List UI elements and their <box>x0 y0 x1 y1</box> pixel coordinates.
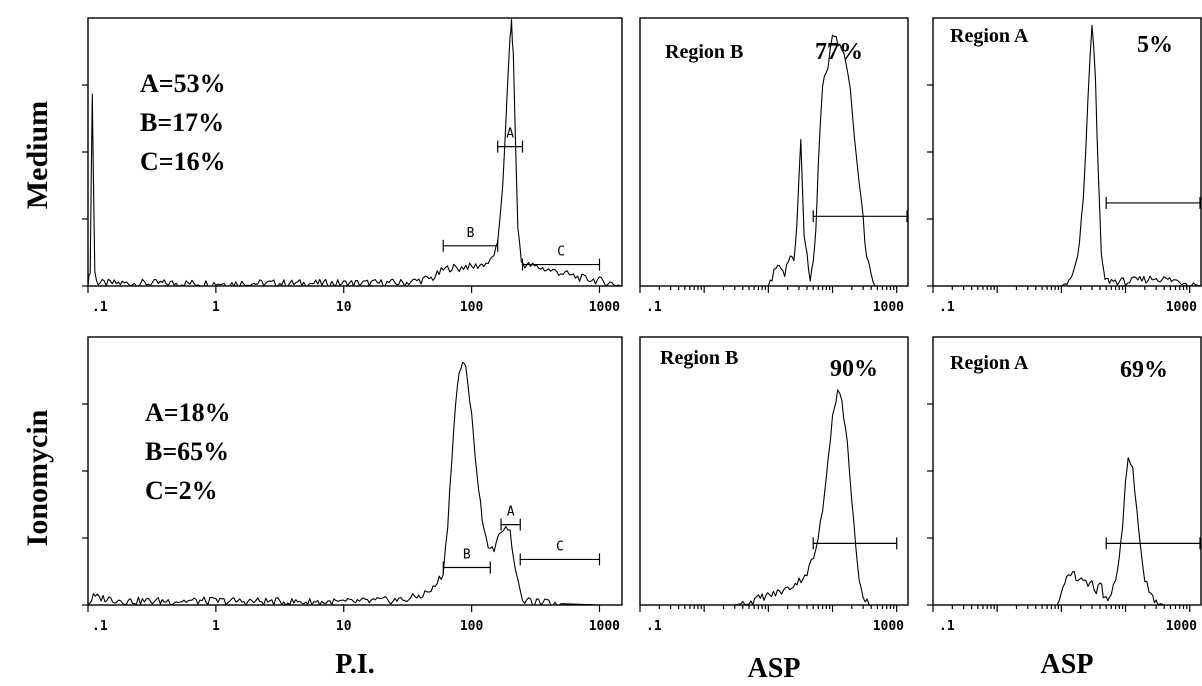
ionomycin-stat-a: A=18% <box>145 398 231 427</box>
medium-pi-gate-a-label: A <box>506 127 514 142</box>
ionomycin-asp-b-region-name: Region B <box>660 347 738 369</box>
medium-asp-b-region-percent: 77% <box>815 39 863 65</box>
medium-pi-gate-c-label: C <box>557 245 565 260</box>
ionomycin-asp-a-x-tick-label: 1000 <box>1166 619 1197 634</box>
medium-stat-b: B=17% <box>140 108 224 137</box>
medium-asp-a-region-percent: 5% <box>1137 32 1173 58</box>
ionomycin-asp-b-histogram-curve <box>640 389 897 606</box>
row-label-ionomycin: Ionomycin <box>21 409 54 546</box>
medium-stat-a: A=53% <box>140 69 226 98</box>
row-label-medium: Medium <box>21 101 54 209</box>
medium-pi-x-tick-label: 10 <box>336 300 352 315</box>
medium-asp-b-x-tick-label: .1 <box>646 300 662 315</box>
medium-asp-a-region-name: Region A <box>950 25 1029 47</box>
ionomycin-asp-a-histogram-curve <box>933 457 1190 606</box>
medium-pi-x-tick-label: 100 <box>460 300 484 315</box>
x-axis-title-pi: P.I. <box>335 649 374 680</box>
ionomycin-pi-histogram-curve <box>87 361 622 606</box>
panel-frame-ionomycin-asp-b <box>639 336 909 606</box>
ionomycin-pi-x-tick-label: 1 <box>212 619 220 634</box>
medium-asp-a-x-tick-label: .1 <box>939 300 955 315</box>
ionomycin-stat-c: C=2% <box>145 476 218 505</box>
medium-pi-x-tick-label: 1 <box>212 300 220 315</box>
medium-pi-x-tick-label: 1000 <box>589 300 620 315</box>
ionomycin-pi-x-tick-label: 10 <box>336 619 352 634</box>
medium-asp-b-x-tick-label: 1000 <box>873 300 904 315</box>
medium-stat-c: C=16% <box>140 147 226 176</box>
ionomycin-stat-b: B=65% <box>145 437 229 466</box>
panel-frame-ionomycin-pi <box>87 336 623 606</box>
panel-frame-medium-asp-a <box>932 17 1202 287</box>
ionomycin-pi-gate-c-label: C <box>556 539 564 554</box>
medium-pi-gate-b-label: B <box>467 226 475 241</box>
ionomycin-asp-b-x-tick-label: 1000 <box>873 619 904 634</box>
medium-pi-x-tick-label: .1 <box>92 300 108 315</box>
ionomycin-asp-a-region-percent: 69% <box>1120 357 1168 383</box>
x-axis-title-asp-b: ASP <box>748 653 801 684</box>
ionomycin-pi-x-tick-label: .1 <box>92 619 108 634</box>
medium-pi-histogram-curve <box>87 18 623 287</box>
ionomycin-pi-gate-b-label: B <box>463 547 471 562</box>
ionomycin-asp-b-region-percent: 90% <box>830 356 878 382</box>
medium-asp-a-histogram-curve <box>933 24 1202 287</box>
ionomycin-pi-x-tick-label: 1000 <box>589 619 620 634</box>
medium-asp-b-region-name: Region B <box>665 41 743 63</box>
ionomycin-asp-a-x-tick-label: .1 <box>939 619 955 634</box>
ionomycin-pi-x-tick-label: 100 <box>460 619 484 634</box>
medium-asp-a-x-tick-label: 1000 <box>1166 300 1197 315</box>
ionomycin-pi-gate-a-label: A <box>507 505 515 520</box>
panel-frame-medium-asp-b <box>639 17 909 287</box>
x-axis-title-asp-a: ASP <box>1041 649 1094 680</box>
ionomycin-asp-a-region-name: Region A <box>950 352 1029 374</box>
ionomycin-asp-b-x-tick-label: .1 <box>646 619 662 634</box>
chart-marks: .1 1 10 100 1000 A B C .1 1000 .1 1000 .1 1 10 100 1000 A… <box>82 18 1202 634</box>
medium-asp-b-histogram-curve <box>640 34 897 287</box>
